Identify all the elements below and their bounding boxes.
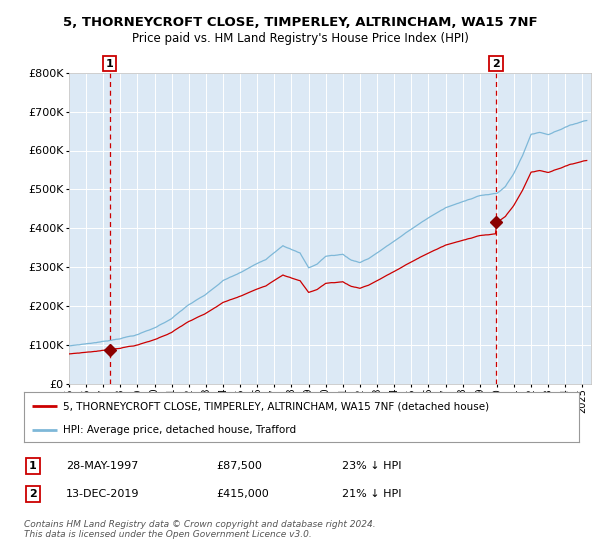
Text: 2: 2	[29, 489, 37, 499]
Text: 2: 2	[492, 59, 500, 69]
Text: 28-MAY-1997: 28-MAY-1997	[66, 461, 139, 471]
Text: 13-DEC-2019: 13-DEC-2019	[66, 489, 139, 499]
Text: 1: 1	[29, 461, 37, 471]
Text: 21% ↓ HPI: 21% ↓ HPI	[342, 489, 401, 499]
Text: £415,000: £415,000	[216, 489, 269, 499]
Text: HPI: Average price, detached house, Trafford: HPI: Average price, detached house, Traf…	[63, 425, 296, 435]
Text: £87,500: £87,500	[216, 461, 262, 471]
Text: Contains HM Land Registry data © Crown copyright and database right 2024.
This d: Contains HM Land Registry data © Crown c…	[24, 520, 376, 539]
Text: 23% ↓ HPI: 23% ↓ HPI	[342, 461, 401, 471]
Text: 1: 1	[106, 59, 113, 69]
Text: Price paid vs. HM Land Registry's House Price Index (HPI): Price paid vs. HM Land Registry's House …	[131, 32, 469, 45]
Text: 5, THORNEYCROFT CLOSE, TIMPERLEY, ALTRINCHAM, WA15 7NF (detached house): 5, THORNEYCROFT CLOSE, TIMPERLEY, ALTRIN…	[63, 401, 489, 411]
Text: 5, THORNEYCROFT CLOSE, TIMPERLEY, ALTRINCHAM, WA15 7NF: 5, THORNEYCROFT CLOSE, TIMPERLEY, ALTRIN…	[62, 16, 538, 29]
